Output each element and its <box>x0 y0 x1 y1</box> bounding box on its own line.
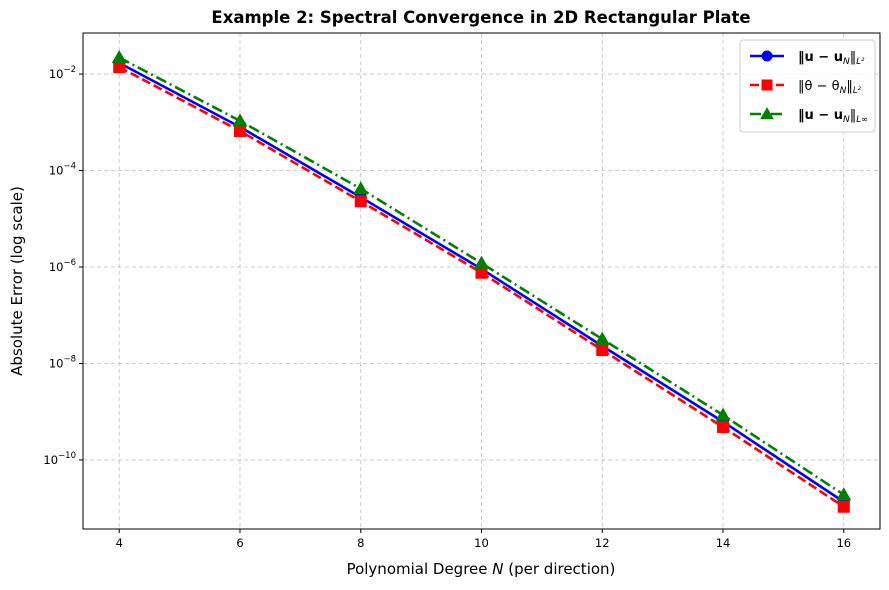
x-axis-label-part2: (per direction) <box>504 560 616 578</box>
chart-title: Example 2: Spectral Convergence in 2D Re… <box>211 8 750 27</box>
legend-label-tail: ‖ <box>846 79 853 94</box>
x-tick-label: 14 <box>716 536 731 550</box>
x-axis-label: Polynomial Degree N (per direction) <box>347 560 616 578</box>
legend-swatch-marker <box>760 107 774 120</box>
data-point <box>111 50 127 64</box>
y-tick-base: 10 <box>49 67 64 81</box>
data-point <box>233 124 246 137</box>
legend-label-tail: ‖ <box>850 108 857 123</box>
data-point <box>475 266 488 279</box>
legend-label-tail: ‖ <box>850 50 857 65</box>
legend-label-sub: N <box>843 115 850 125</box>
data-point <box>836 487 852 501</box>
series-triangle <box>111 50 852 501</box>
y-tick-exponent: −4 <box>63 162 76 172</box>
x-axis-label-var: N <box>492 560 503 578</box>
x-tick-label: 8 <box>357 536 364 550</box>
x-tick-label: 4 <box>116 536 123 550</box>
grid <box>83 33 880 529</box>
legend-label: ‖u − uN‖L∞ <box>798 108 868 125</box>
data-point <box>594 331 610 345</box>
y-tick-label: 10−8 <box>49 354 76 370</box>
y-tick-label: 10−4 <box>49 162 76 178</box>
data-point <box>715 407 731 421</box>
legend-label: ‖θ − θN‖L² <box>798 79 862 96</box>
x-ticks: 4 6 8 10 12 14 16 <box>116 529 851 550</box>
data-point <box>232 113 248 127</box>
legend-label-norm: L∞ <box>856 115 868 125</box>
x-tick-label: 6 <box>236 536 243 550</box>
series-square <box>113 61 850 513</box>
data-point <box>353 181 369 195</box>
y-tick-base: 10 <box>49 356 64 370</box>
legend-box <box>739 39 876 133</box>
y-tick-base: 10 <box>49 260 64 274</box>
x-tick-label: 12 <box>595 536 610 550</box>
legend-label-main: ‖u − u <box>798 50 843 65</box>
data-point <box>596 344 609 357</box>
legend-swatch-marker <box>761 79 773 91</box>
legend-entry: ‖θ − θN‖L² <box>750 79 862 96</box>
legend-label-norm: L² <box>853 86 862 96</box>
y-tick-base: 10 <box>49 164 64 178</box>
y-tick-label: 10−2 <box>49 65 76 81</box>
y-tick-exponent: −10 <box>58 451 76 461</box>
legend-label-sub: N <box>843 57 850 67</box>
x-tick-label: 16 <box>836 536 851 550</box>
y-tick-label: 10−10 <box>43 451 76 467</box>
x-tick-label: 10 <box>474 536 489 550</box>
y-tick-exponent: −8 <box>63 354 76 364</box>
legend-entry: ‖u − uN‖L² <box>750 50 865 67</box>
data-point <box>837 500 850 513</box>
data-point <box>474 255 489 269</box>
y-ticks: 10−210−410−610−810−10 <box>43 65 83 467</box>
legend-entry: ‖u − uN‖L∞ <box>750 107 868 125</box>
x-axis-label-part1: Polynomial Degree <box>347 560 493 578</box>
legend: ‖u − uN‖L²‖θ − θN‖L²‖u − uN‖L∞ <box>739 39 876 133</box>
legend-label-sub: N <box>840 86 847 96</box>
legend-label-main: ‖θ − θ <box>798 79 840 94</box>
legend-swatch-marker <box>761 50 773 62</box>
y-tick-base: 10 <box>43 453 58 467</box>
y-axis-label: Absolute Error (log scale) <box>8 186 26 376</box>
data-point <box>717 421 730 434</box>
legend-label-main: ‖u − u <box>798 108 843 123</box>
y-tick-exponent: −2 <box>63 65 76 75</box>
y-tick-label: 10−6 <box>49 258 76 274</box>
data-point <box>113 61 126 74</box>
legend-label: ‖u − uN‖L² <box>798 50 865 67</box>
y-tick-exponent: −6 <box>63 258 76 268</box>
series-group <box>111 50 852 513</box>
data-point <box>354 195 367 208</box>
legend-label-norm: L² <box>856 57 865 67</box>
